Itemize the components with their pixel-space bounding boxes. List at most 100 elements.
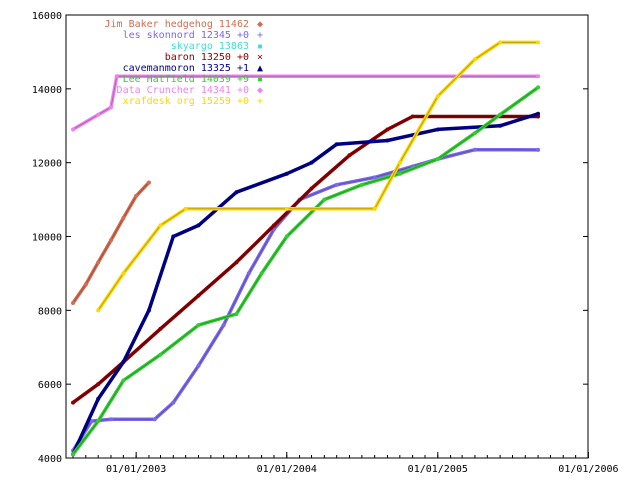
data-point [498,123,503,128]
data-point [397,171,402,176]
legend-entry: les skonnord 12345 +0 [123,30,249,41]
series-layer [71,40,541,457]
data-point [96,382,101,387]
data-point [121,360,126,365]
legend-entry: baron 13250 +0 [165,52,249,63]
series-4 [71,111,541,457]
data-point [271,223,276,228]
data-point [89,419,94,424]
data-point [158,326,163,331]
legend-entry: Jim Baker hedgehog 11462 [105,19,250,30]
data-point [498,40,503,45]
y-tick-label: 4000 [38,454,62,465]
data-point [196,293,201,298]
x-tick-label: 01/01/2006 [558,464,618,475]
y-tick-label: 16000 [32,11,62,22]
data-point [234,190,239,195]
x-tick-label: 01/01/2004 [257,464,317,475]
y-tick-label: 10000 [32,233,62,244]
y-axis: 4000 6000 8000 10000 12000 14000 16000 [32,11,588,465]
data-point [196,363,201,368]
data-point [347,153,352,158]
data-point [536,74,541,79]
data-point [196,223,201,228]
data-point [359,182,364,187]
data-point [536,147,541,152]
legend-entry: xrafdesk org 15259 +0 [123,96,249,107]
data-point [71,400,76,405]
data-point [121,271,126,276]
data-point [196,323,201,328]
data-point [96,308,101,313]
data-point [171,234,176,239]
legend-marker: ▪ [257,74,263,85]
series-line [71,112,539,456]
data-point [334,142,339,147]
data-point [536,85,541,90]
y-tick-label: 12000 [32,159,62,170]
data-point [410,114,415,119]
series-0 [71,180,151,305]
data-point [322,197,327,202]
legend-entry: Lee Hatfield 14039 +9 [123,74,249,85]
data-point [83,282,88,287]
legend-marker: ▲ [257,63,263,74]
legend-entry: Data Cruncher 14341 +0 [117,85,249,96]
x-axis: 01/01/2003 01/01/2004 01/01/2005 01/01/2006 [72,452,619,475]
data-point [372,206,377,211]
data-point [536,111,541,116]
legend-marker: ◆ [257,19,263,30]
data-point [114,74,119,79]
data-point [183,206,188,211]
data-point [536,40,541,45]
data-point [435,156,440,161]
series-7 [96,40,541,313]
data-point [309,160,314,165]
data-point [171,400,176,405]
data-point [372,175,377,180]
data-point [152,417,157,422]
data-point [472,131,477,136]
data-point [334,182,339,187]
data-point [234,260,239,265]
data-point [96,396,101,401]
legend-entry: cavemanmoron 13325 +1 [123,63,249,74]
data-point [309,186,314,191]
data-point [259,271,264,276]
data-point [96,419,101,424]
y-tick-label: 6000 [38,380,62,391]
x-tick-label: 01/01/2003 [106,464,166,475]
data-point [397,160,402,165]
series-line-core [72,113,539,455]
series-6 [71,74,541,132]
y-tick-label: 8000 [38,306,62,317]
data-point [435,94,440,99]
y-tick-label: 14000 [32,85,62,96]
data-point [284,234,289,239]
legend-marker: + [257,30,263,41]
data-point [71,452,76,457]
legend-marker: ▪ [257,41,263,52]
legend-marker: + [257,96,263,107]
data-point [158,223,163,228]
data-point [134,193,139,198]
legend: Jim Baker hedgehog 11462 ◆ les skonnord 12… [105,19,264,107]
data-point [284,171,289,176]
data-point [96,260,101,265]
data-point [246,271,251,276]
data-point [121,216,126,221]
data-point [146,308,151,313]
data-point [121,378,126,383]
data-point [284,206,289,211]
legend-marker: ◆ [257,85,263,96]
data-point [472,147,477,152]
data-point [234,312,239,317]
x-tick-label: 01/01/2005 [408,464,468,475]
data-point [158,352,163,357]
data-point [71,127,76,132]
data-point [108,238,113,243]
data-point [108,105,113,110]
data-point [108,417,113,422]
legend-entry: skyargo 13863 [171,41,249,52]
